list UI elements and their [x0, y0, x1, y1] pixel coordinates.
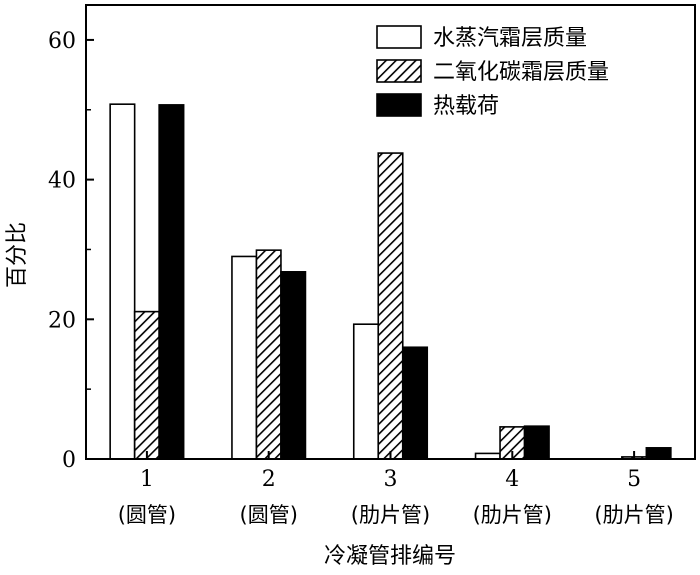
- bar-1-series-1: [109, 103, 136, 460]
- y-tick-label: 0: [62, 448, 76, 473]
- legend-swatch: [376, 93, 422, 117]
- x-tick-number: 3: [384, 467, 398, 492]
- y-tick-label: 60: [48, 29, 76, 54]
- x-axis-ticks: 1 (圆管) 2 (圆管) 3 (肋片管) 4 (肋片管) 5 (肋片管): [118, 451, 674, 527]
- bar-3-series-1: [352, 323, 380, 460]
- legend-label: 热载荷: [433, 94, 499, 119]
- x-tick-number: 2: [262, 467, 276, 492]
- y-tick-label: 20: [48, 308, 76, 333]
- x-axis-label: 冷凝管排编号: [324, 544, 456, 569]
- bar-1-series-2: [133, 310, 160, 460]
- bar-1-series-3: [158, 104, 185, 460]
- x-tick-number: 4: [505, 467, 519, 492]
- bar-4-series-3: [523, 425, 550, 460]
- x-tick-number: 1: [140, 467, 154, 492]
- x-tick-category-label: (圆管): [240, 503, 298, 527]
- x-tick-category-label: (肋片管): [351, 503, 430, 527]
- x-tick-category-label: (圆管): [118, 503, 176, 527]
- bar-2-series-1: [231, 255, 258, 460]
- x-tick-category-label: (肋片管): [594, 503, 673, 527]
- y-axis-ticks: 0 20 40 60: [48, 29, 94, 473]
- legend-label: 水蒸汽霜层质量: [433, 26, 587, 51]
- bar-5-series-3: [645, 447, 672, 460]
- bars: [109, 103, 672, 460]
- x-tick-number: 5: [627, 467, 641, 492]
- x-tick-category-label: (肋片管): [473, 503, 552, 527]
- legend-label: 二氧化碳霜层质量: [433, 60, 609, 85]
- bar-3-series-3: [401, 346, 429, 460]
- bar-2-series-3: [280, 271, 307, 460]
- legend-swatch: [376, 59, 422, 83]
- legend-swatch: [376, 25, 422, 49]
- bar-3-series-2: [377, 152, 404, 460]
- y-tick-label: 40: [48, 169, 76, 194]
- y-axis-label: 百分比: [5, 222, 30, 288]
- bar-2-series-2: [255, 249, 282, 460]
